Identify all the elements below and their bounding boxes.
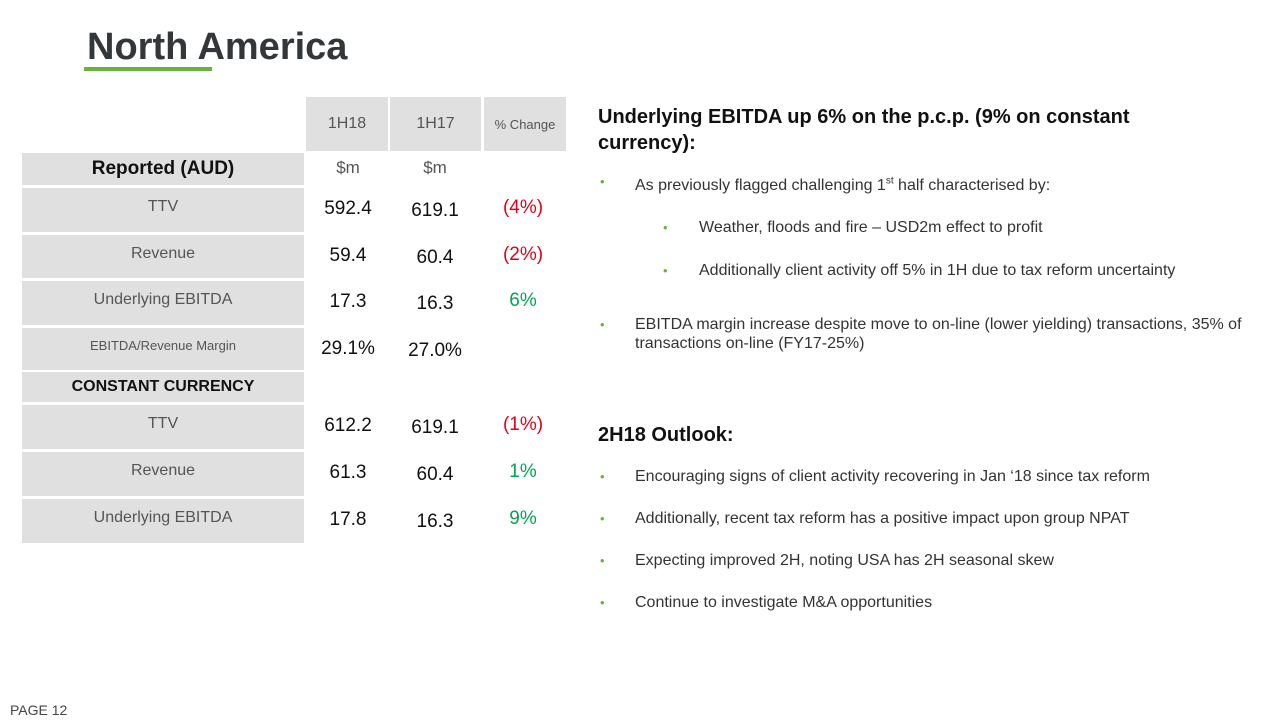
page-number: PAGE 12 [10, 702, 68, 718]
bullet-icon: • [600, 469, 605, 485]
outlook-heading: 2H18 Outlook: [598, 424, 734, 447]
reported-label: Reported (AUD) [22, 153, 304, 185]
row-label: Revenue [22, 452, 304, 496]
bullet-text: As previously flagged challenging 1st ha… [635, 176, 1051, 195]
sub-bullet-text: Weather, floods and fire – USD2m effect … [699, 219, 1043, 237]
bullet-icon: • [663, 263, 668, 279]
header-1h17: 1H17 [390, 97, 481, 151]
unit-1h18: $m [336, 158, 360, 177]
outlook-item: Continue to investigate M&A opportunitie… [635, 594, 933, 612]
value-1h17: 16.3 [416, 293, 454, 314]
outlook-item: Expecting improved 2H, noting USA has 2H… [635, 552, 1054, 570]
bullet-icon: • [600, 595, 605, 611]
value-1h18: 592.4 [324, 198, 372, 219]
row-label: EBITDA/Revenue Margin [22, 328, 304, 370]
ebitda-heading: Underlying EBITDA up 6% on the p.c.p. (9… [598, 106, 1130, 154]
value-1h18: 17.3 [329, 291, 367, 312]
constant-currency-label: CONSTANT CURRENCY [22, 372, 304, 402]
header-change: % Change [484, 97, 566, 151]
bullet-text: EBITDA margin increase despite move to o… [635, 316, 1242, 353]
bullet-icon: • [663, 220, 668, 236]
bullet-icon: • [600, 553, 605, 569]
value-1h17: 619.1 [411, 200, 459, 221]
row-label: Underlying EBITDA [22, 281, 304, 325]
bullet-icon: • [600, 511, 605, 527]
value-change: 1% [509, 461, 537, 482]
bullet-icon: • [600, 317, 605, 333]
value-change: (1%) [502, 414, 544, 435]
unit-1h17: $m [423, 158, 447, 177]
value-1h17: 16.3 [416, 511, 454, 532]
row-label: TTV [22, 405, 304, 449]
value-change: 6% [509, 290, 537, 311]
value-change: 9% [509, 508, 537, 529]
value-1h17: 60.4 [416, 247, 454, 268]
sub-bullet-text: Additionally client activity off 5% in 1… [699, 262, 1176, 280]
value-change: (4%) [502, 197, 544, 218]
row-label: TTV [22, 188, 304, 232]
value-1h18: 59.4 [329, 245, 367, 266]
value-1h18: 61.3 [329, 462, 367, 483]
outlook-item: Additionally, recent tax reform has a po… [635, 510, 1130, 528]
bullet-icon: • [600, 174, 605, 189]
outlook-item: Encouraging signs of client activity rec… [635, 468, 1150, 486]
value-1h18: 612.2 [324, 415, 372, 436]
value-change: (2%) [502, 244, 544, 265]
value-1h18: 29.1% [321, 338, 375, 359]
commentary: Underlying EBITDA up 6% on the p.c.p. (9… [598, 104, 1258, 612]
value-1h18: 17.8 [329, 509, 367, 530]
header-1h18: 1H18 [306, 97, 388, 151]
value-1h17: 27.0% [408, 340, 462, 361]
page-title: North America [87, 26, 348, 68]
title-underline [84, 67, 212, 71]
row-label: Revenue [22, 235, 304, 278]
value-1h17: 60.4 [416, 464, 454, 485]
row-label: Underlying EBITDA [22, 499, 304, 543]
value-1h17: 619.1 [411, 417, 459, 438]
